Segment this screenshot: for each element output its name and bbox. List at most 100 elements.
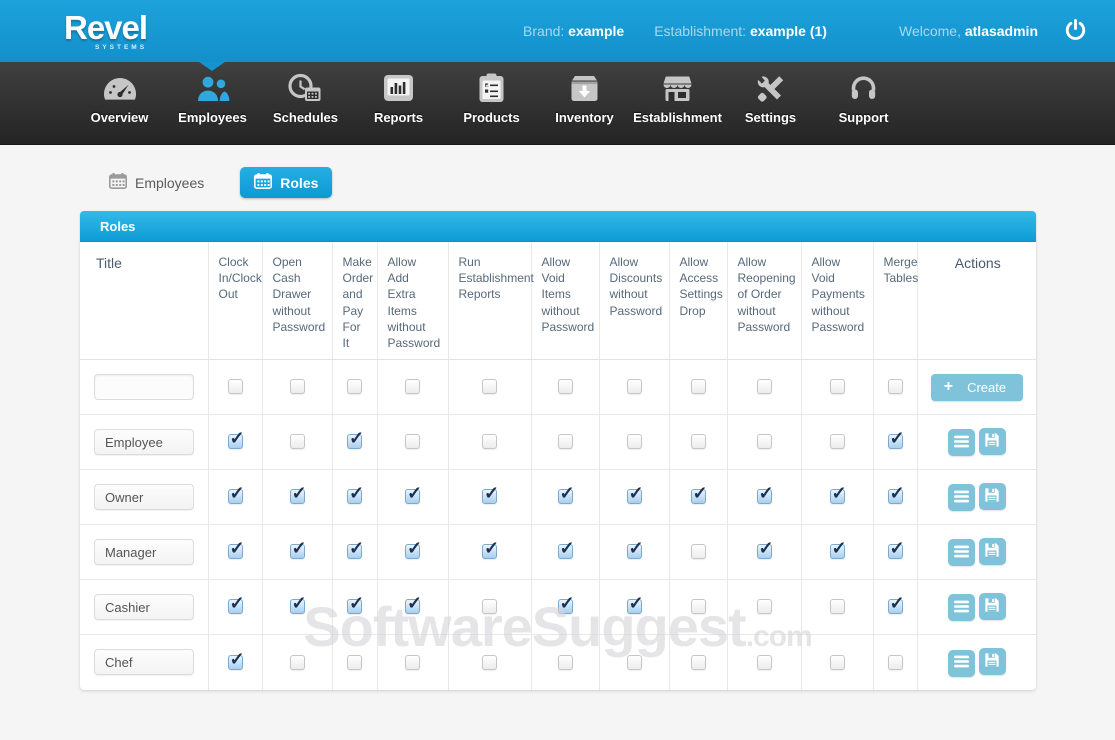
checkbox-unchecked[interactable] bbox=[756, 434, 772, 450]
checkbox-checked[interactable] bbox=[227, 428, 245, 450]
role-title-input[interactable] bbox=[94, 649, 194, 676]
column-header: Merge Tables bbox=[873, 242, 918, 361]
checkbox-checked[interactable] bbox=[405, 538, 422, 560]
role-title-input[interactable] bbox=[94, 539, 194, 566]
checkbox-checked[interactable] bbox=[289, 593, 307, 615]
checkbox-unchecked[interactable] bbox=[756, 379, 772, 395]
save-button[interactable] bbox=[978, 592, 1006, 620]
checkbox-checked[interactable] bbox=[829, 483, 847, 505]
checkbox-checked[interactable] bbox=[482, 483, 499, 505]
checkbox-checked[interactable] bbox=[557, 538, 575, 560]
checkbox-unchecked[interactable] bbox=[829, 654, 845, 670]
checkbox-unchecked[interactable] bbox=[690, 434, 706, 450]
checkbox-checked[interactable] bbox=[347, 538, 364, 560]
checkbox-unchecked[interactable] bbox=[829, 599, 845, 615]
checkbox-unchecked[interactable] bbox=[289, 379, 305, 395]
nav-item-employees[interactable]: Employees bbox=[166, 62, 259, 144]
checkbox-unchecked[interactable] bbox=[405, 379, 420, 395]
checkbox-unchecked[interactable] bbox=[756, 654, 772, 670]
nav-item-products[interactable]: Products bbox=[445, 62, 538, 144]
checkbox-checked[interactable] bbox=[405, 483, 422, 505]
revel-logo[interactable]: Revel SYSTEMS bbox=[64, 11, 148, 52]
checkbox-checked[interactable] bbox=[405, 593, 422, 615]
checkbox-unchecked[interactable] bbox=[482, 434, 497, 450]
checkbox-unchecked[interactable] bbox=[227, 379, 243, 395]
checkbox-checked[interactable] bbox=[829, 538, 847, 560]
checkbox-unchecked[interactable] bbox=[887, 654, 903, 670]
checkbox-checked[interactable] bbox=[887, 428, 905, 450]
save-button[interactable] bbox=[978, 482, 1006, 510]
checkbox-checked[interactable] bbox=[347, 428, 364, 450]
checkbox-unchecked[interactable] bbox=[557, 654, 573, 670]
details-button[interactable] bbox=[947, 539, 975, 567]
checkbox-unchecked[interactable] bbox=[626, 379, 642, 395]
nav-item-schedules[interactable]: Schedules bbox=[259, 62, 352, 144]
details-button[interactable] bbox=[947, 594, 975, 622]
checkbox-unchecked[interactable] bbox=[887, 379, 903, 395]
checkbox-checked[interactable] bbox=[690, 483, 708, 505]
tab-roles[interactable]: Roles bbox=[240, 167, 333, 198]
nav-item-inventory[interactable]: Inventory bbox=[538, 62, 631, 144]
checkbox-checked[interactable] bbox=[756, 538, 774, 560]
checkbox-checked[interactable] bbox=[626, 483, 644, 505]
checkbox-unchecked[interactable] bbox=[829, 434, 845, 450]
checkbox-checked[interactable] bbox=[626, 538, 644, 560]
checkbox-checked[interactable] bbox=[887, 483, 905, 505]
logout-button[interactable] bbox=[1064, 18, 1087, 44]
checkbox-unchecked[interactable] bbox=[829, 379, 845, 395]
checkbox-unchecked[interactable] bbox=[626, 654, 642, 670]
checkbox-checked[interactable] bbox=[557, 593, 575, 615]
checkbox-checked[interactable] bbox=[227, 538, 245, 560]
checkbox-checked[interactable] bbox=[289, 538, 307, 560]
role-title-input[interactable] bbox=[94, 484, 194, 511]
save-button[interactable] bbox=[978, 427, 1006, 455]
nav-item-settings[interactable]: Settings bbox=[724, 62, 817, 144]
checkbox-checked[interactable] bbox=[557, 483, 575, 505]
checkbox-unchecked[interactable] bbox=[347, 654, 362, 670]
checkbox-checked[interactable] bbox=[626, 593, 644, 615]
checkbox-unchecked[interactable] bbox=[482, 599, 497, 615]
checkbox-checked[interactable] bbox=[347, 483, 364, 505]
nav-item-support[interactable]: Support bbox=[817, 62, 910, 144]
checkbox-unchecked[interactable] bbox=[690, 544, 706, 560]
checkbox-checked[interactable] bbox=[756, 483, 774, 505]
checkbox-unchecked[interactable] bbox=[557, 379, 573, 395]
checkbox-unchecked[interactable] bbox=[690, 599, 706, 615]
checkbox-unchecked[interactable] bbox=[289, 654, 305, 670]
checkbox-checked[interactable] bbox=[289, 483, 307, 505]
checkbox-checked[interactable] bbox=[227, 483, 245, 505]
checkbox-checked[interactable] bbox=[227, 649, 245, 670]
nav-item-establishment[interactable]: Establishment bbox=[631, 62, 724, 144]
tab-employees[interactable]: Employees bbox=[95, 167, 218, 198]
checkbox-checked[interactable] bbox=[887, 538, 905, 560]
checkbox-unchecked[interactable] bbox=[690, 379, 706, 395]
save-button[interactable] bbox=[978, 648, 1006, 676]
permission-cell bbox=[448, 414, 532, 471]
save-button[interactable] bbox=[978, 537, 1006, 565]
nav-item-overview[interactable]: Overview bbox=[73, 62, 166, 144]
role-title-input[interactable] bbox=[94, 594, 194, 621]
checkbox-unchecked[interactable] bbox=[756, 599, 772, 615]
details-button[interactable] bbox=[947, 429, 975, 457]
checkbox-checked[interactable] bbox=[482, 538, 499, 560]
checkbox-unchecked[interactable] bbox=[557, 434, 573, 450]
create-button[interactable]: + Create bbox=[930, 373, 1023, 401]
checkbox-unchecked[interactable] bbox=[690, 654, 706, 670]
clipboard-icon bbox=[478, 69, 505, 107]
checkbox-unchecked[interactable] bbox=[347, 379, 362, 395]
nav-item-reports[interactable]: Reports bbox=[352, 62, 445, 144]
details-button[interactable] bbox=[947, 484, 975, 512]
role-title-input[interactable] bbox=[94, 429, 194, 456]
checkbox-checked[interactable] bbox=[887, 593, 905, 615]
new-role-input[interactable] bbox=[94, 374, 194, 401]
details-button[interactable] bbox=[947, 649, 975, 677]
checkbox-checked[interactable] bbox=[227, 593, 245, 615]
checkbox-unchecked[interactable] bbox=[626, 434, 642, 450]
checkbox-unchecked[interactable] bbox=[405, 434, 420, 450]
checkbox-unchecked[interactable] bbox=[482, 654, 497, 670]
checkbox-unchecked[interactable] bbox=[482, 379, 497, 395]
roles-panel: Roles Title Clock In/Clock Out Open Cash D… bbox=[80, 211, 1036, 690]
checkbox-checked[interactable] bbox=[347, 593, 364, 615]
checkbox-unchecked[interactable] bbox=[405, 654, 420, 670]
checkbox-unchecked[interactable] bbox=[289, 434, 305, 450]
